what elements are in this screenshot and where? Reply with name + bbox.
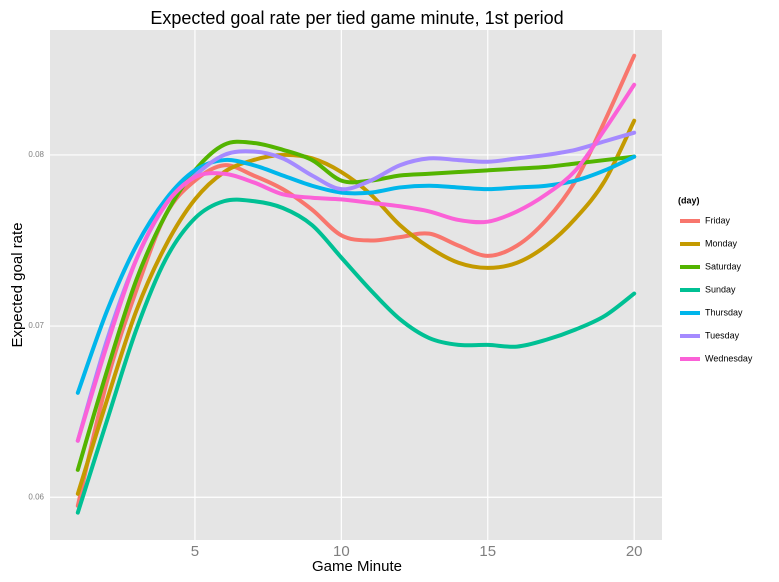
x-axis-label: Game Minute [312, 558, 402, 575]
legend-label: Friday [705, 215, 731, 225]
y-axis-label: Expected goal rate [9, 222, 26, 347]
y-tick-label: 0.06 [28, 492, 44, 501]
legend-label: Sunday [705, 284, 736, 294]
legend-label: Wednesday [705, 353, 753, 363]
line [75, 154, 637, 395]
x-tick-label: 5 [191, 543, 199, 560]
x-tick-label: 20 [626, 543, 643, 560]
panel [50, 30, 662, 540]
legend-label: Thursday [705, 307, 743, 317]
chart-title: Expected goal rate per tied game minute,… [150, 8, 563, 28]
line [75, 139, 637, 472]
legend-label: Saturday [705, 261, 742, 271]
line [75, 197, 637, 515]
y-tick-label: 0.07 [28, 321, 44, 330]
line [75, 82, 637, 443]
legend-label: Monday [705, 238, 738, 248]
x-tick-label: 15 [479, 543, 496, 560]
legend-label: Tuesday [705, 330, 740, 340]
x-tick-label: 10 [333, 543, 350, 560]
legend-title: (day) [678, 195, 700, 205]
y-tick-label: 0.08 [28, 150, 44, 159]
line [75, 118, 637, 496]
